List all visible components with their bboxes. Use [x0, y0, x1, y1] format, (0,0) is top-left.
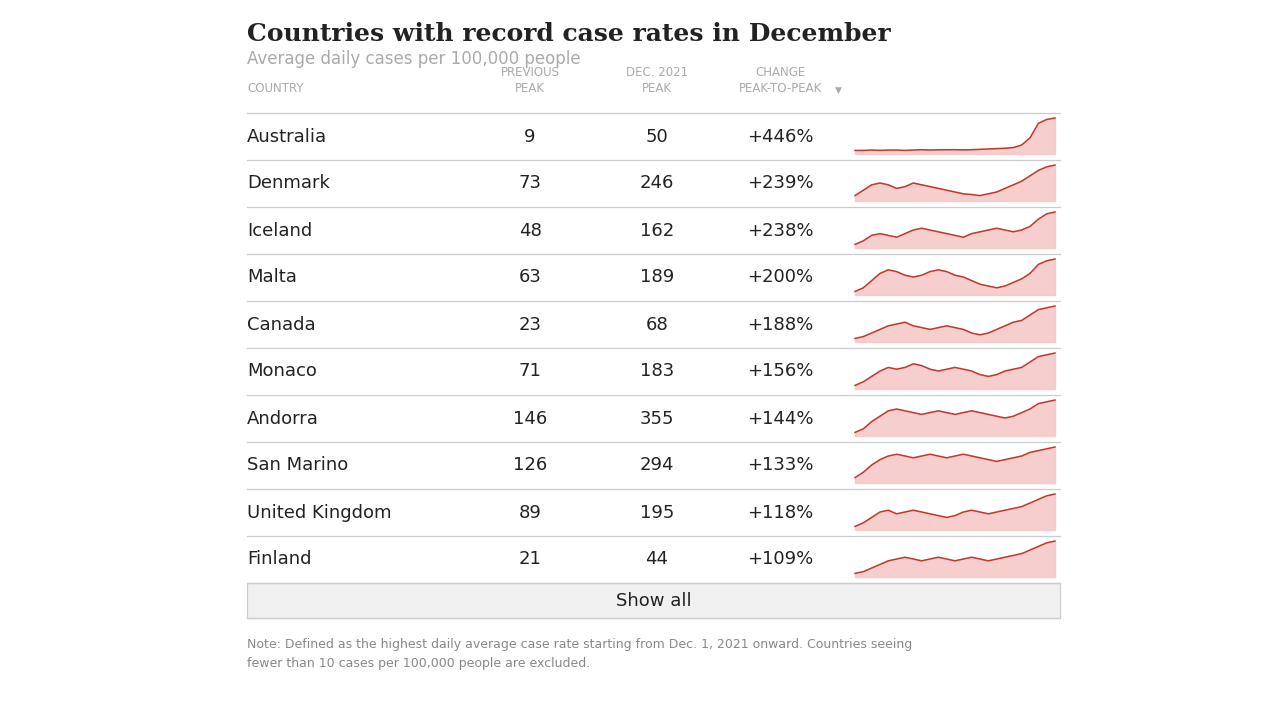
Text: 189: 189: [640, 268, 674, 286]
Text: 294: 294: [640, 457, 674, 475]
FancyBboxPatch shape: [247, 583, 1060, 618]
Text: +446%: +446%: [747, 127, 813, 145]
Text: Canada: Canada: [247, 316, 316, 334]
Text: Finland: Finland: [247, 551, 312, 569]
Text: +133%: +133%: [747, 457, 813, 475]
Text: +156%: +156%: [747, 362, 813, 380]
Text: 183: 183: [640, 362, 674, 380]
Text: 195: 195: [640, 503, 674, 521]
Text: ▼: ▼: [835, 86, 842, 95]
Text: 50: 50: [646, 127, 669, 145]
Text: CHANGE
PEAK-TO-PEAK: CHANGE PEAK-TO-PEAK: [738, 66, 821, 95]
Text: 68: 68: [646, 316, 669, 334]
Text: +200%: +200%: [747, 268, 813, 286]
Text: United Kingdom: United Kingdom: [247, 503, 391, 521]
Text: Show all: Show all: [615, 592, 692, 610]
Text: Australia: Australia: [247, 127, 327, 145]
Text: Andorra: Andorra: [247, 410, 318, 428]
Text: 146: 146: [513, 410, 547, 428]
Text: COUNTRY: COUNTRY: [247, 82, 303, 95]
Text: PREVIOUS
PEAK: PREVIOUS PEAK: [500, 66, 559, 95]
Text: 21: 21: [518, 551, 541, 569]
Text: 71: 71: [518, 362, 541, 380]
Text: DEC. 2021
PEAK: DEC. 2021 PEAK: [625, 66, 688, 95]
Text: 23: 23: [518, 316, 541, 334]
Text: 73: 73: [518, 175, 541, 193]
Text: Malta: Malta: [247, 268, 297, 286]
Text: Average daily cases per 100,000 people: Average daily cases per 100,000 people: [247, 50, 581, 68]
Text: 246: 246: [640, 175, 674, 193]
Text: 63: 63: [518, 268, 541, 286]
Text: 48: 48: [518, 221, 541, 239]
Text: Monaco: Monaco: [247, 362, 317, 380]
Text: San Marino: San Marino: [247, 457, 348, 475]
Text: +109%: +109%: [747, 551, 813, 569]
Text: Iceland: Iceland: [247, 221, 312, 239]
Text: 89: 89: [518, 503, 541, 521]
Text: 9: 9: [524, 127, 536, 145]
Text: Note: Defined as the highest daily average case rate starting from Dec. 1, 2021 : Note: Defined as the highest daily avera…: [247, 638, 912, 670]
Text: 355: 355: [640, 410, 674, 428]
Text: +238%: +238%: [747, 221, 813, 239]
Text: +188%: +188%: [747, 316, 813, 334]
Text: 44: 44: [646, 551, 669, 569]
Text: +144%: +144%: [747, 410, 813, 428]
Text: 162: 162: [640, 221, 674, 239]
Text: 126: 126: [513, 457, 547, 475]
Text: +118%: +118%: [747, 503, 813, 521]
Text: Denmark: Denmark: [247, 175, 330, 193]
Text: +239%: +239%: [747, 175, 813, 193]
Text: Countries with record case rates in December: Countries with record case rates in Dece…: [247, 22, 890, 46]
